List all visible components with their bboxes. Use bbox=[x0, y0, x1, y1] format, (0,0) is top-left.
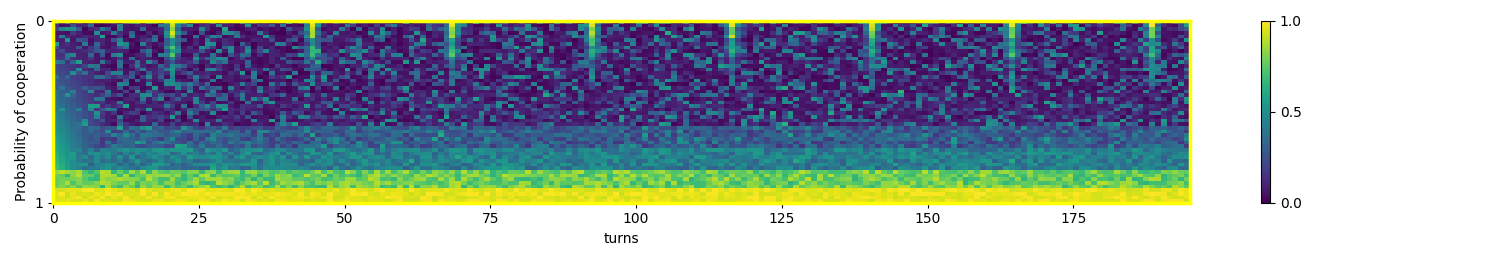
Y-axis label: Probability of cooperation: Probability of cooperation bbox=[15, 22, 28, 201]
X-axis label: turns: turns bbox=[603, 232, 639, 246]
